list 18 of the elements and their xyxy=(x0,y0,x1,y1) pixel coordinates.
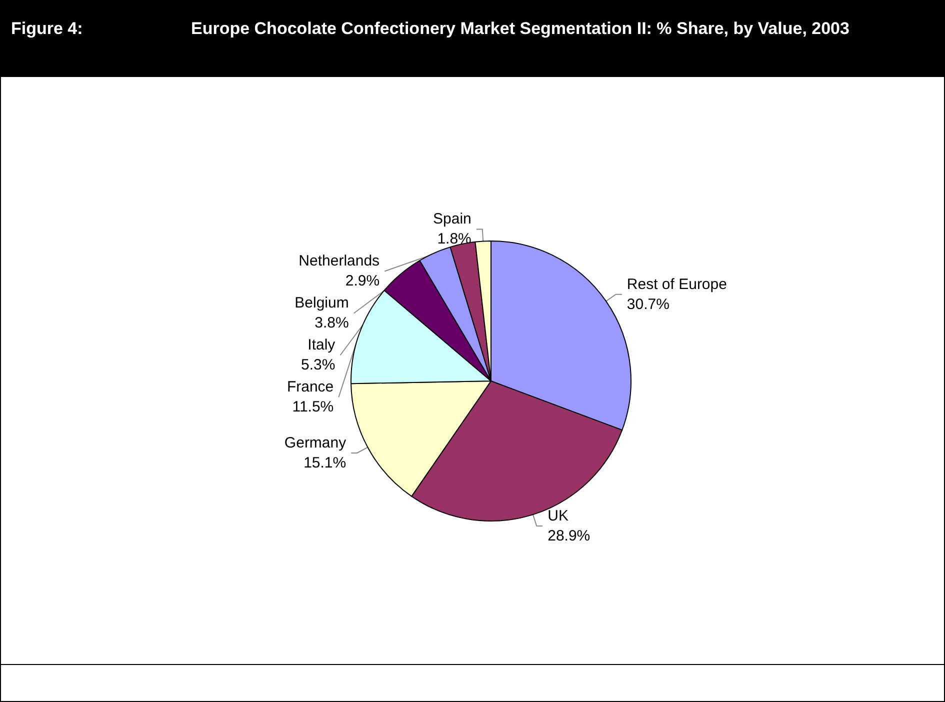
data-label: 11.5% xyxy=(292,398,334,416)
slice-label: Germany xyxy=(284,434,347,452)
data-label: 28.9% xyxy=(548,527,590,544)
data-label: 2.9% xyxy=(345,272,380,290)
data-label: 30.7% xyxy=(626,296,670,313)
data-label: 1.8% xyxy=(437,230,472,248)
text: Figure 4: xyxy=(11,18,84,40)
slice-label: Netherlands xyxy=(298,252,380,270)
data-label: 5.3% xyxy=(300,356,336,374)
slice-label: Spain xyxy=(433,210,472,228)
slice-label: Italy xyxy=(308,336,336,354)
slice-label: Rest of Europe xyxy=(626,276,727,293)
data-label: 3.8% xyxy=(314,314,349,332)
data-label: 15.1% xyxy=(304,454,346,472)
slice-label: UK xyxy=(548,507,568,524)
slice-label: Belgium xyxy=(294,294,349,312)
slice-label: France xyxy=(286,378,334,396)
chart-subtitle: Europe Chocolate Confectionery Market Segmentation II: % Share, by Value, 2003 xyxy=(191,18,850,40)
